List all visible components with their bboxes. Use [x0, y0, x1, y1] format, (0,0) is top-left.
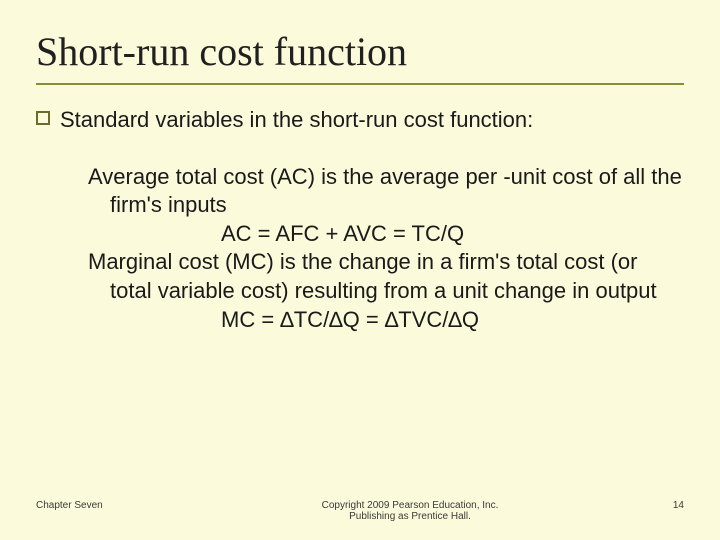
body-block: Average total cost (AC) is the average p… [36, 163, 684, 335]
footer-copyright-1: Copyright 2009 Pearson Education, Inc. [176, 500, 644, 511]
footer-left: Chapter Seven [36, 500, 176, 511]
page-number: 14 [644, 500, 684, 511]
bullet-text: Standard variables in the short-run cost… [60, 105, 533, 135]
footer-center: Copyright 2009 Pearson Education, Inc. P… [176, 500, 644, 522]
formula-2: MC = ∆TC/∆Q = ∆TVC/∆Q [66, 306, 684, 335]
body-paragraph-2: Marginal cost (MC) is the change in a fi… [66, 248, 684, 305]
body-paragraph-1: Average total cost (AC) is the average p… [66, 163, 684, 220]
footer: Chapter Seven Copyright 2009 Pearson Edu… [36, 500, 684, 522]
slide: Short-run cost function Standard variabl… [0, 0, 720, 540]
footer-copyright-2: Publishing as Prentice Hall. [176, 511, 644, 522]
bullet-item: Standard variables in the short-run cost… [36, 105, 684, 135]
bullet-marker-icon [36, 111, 50, 125]
slide-title: Short-run cost function [36, 28, 684, 85]
formula-1: AC = AFC + AVC = TC/Q [66, 220, 684, 249]
